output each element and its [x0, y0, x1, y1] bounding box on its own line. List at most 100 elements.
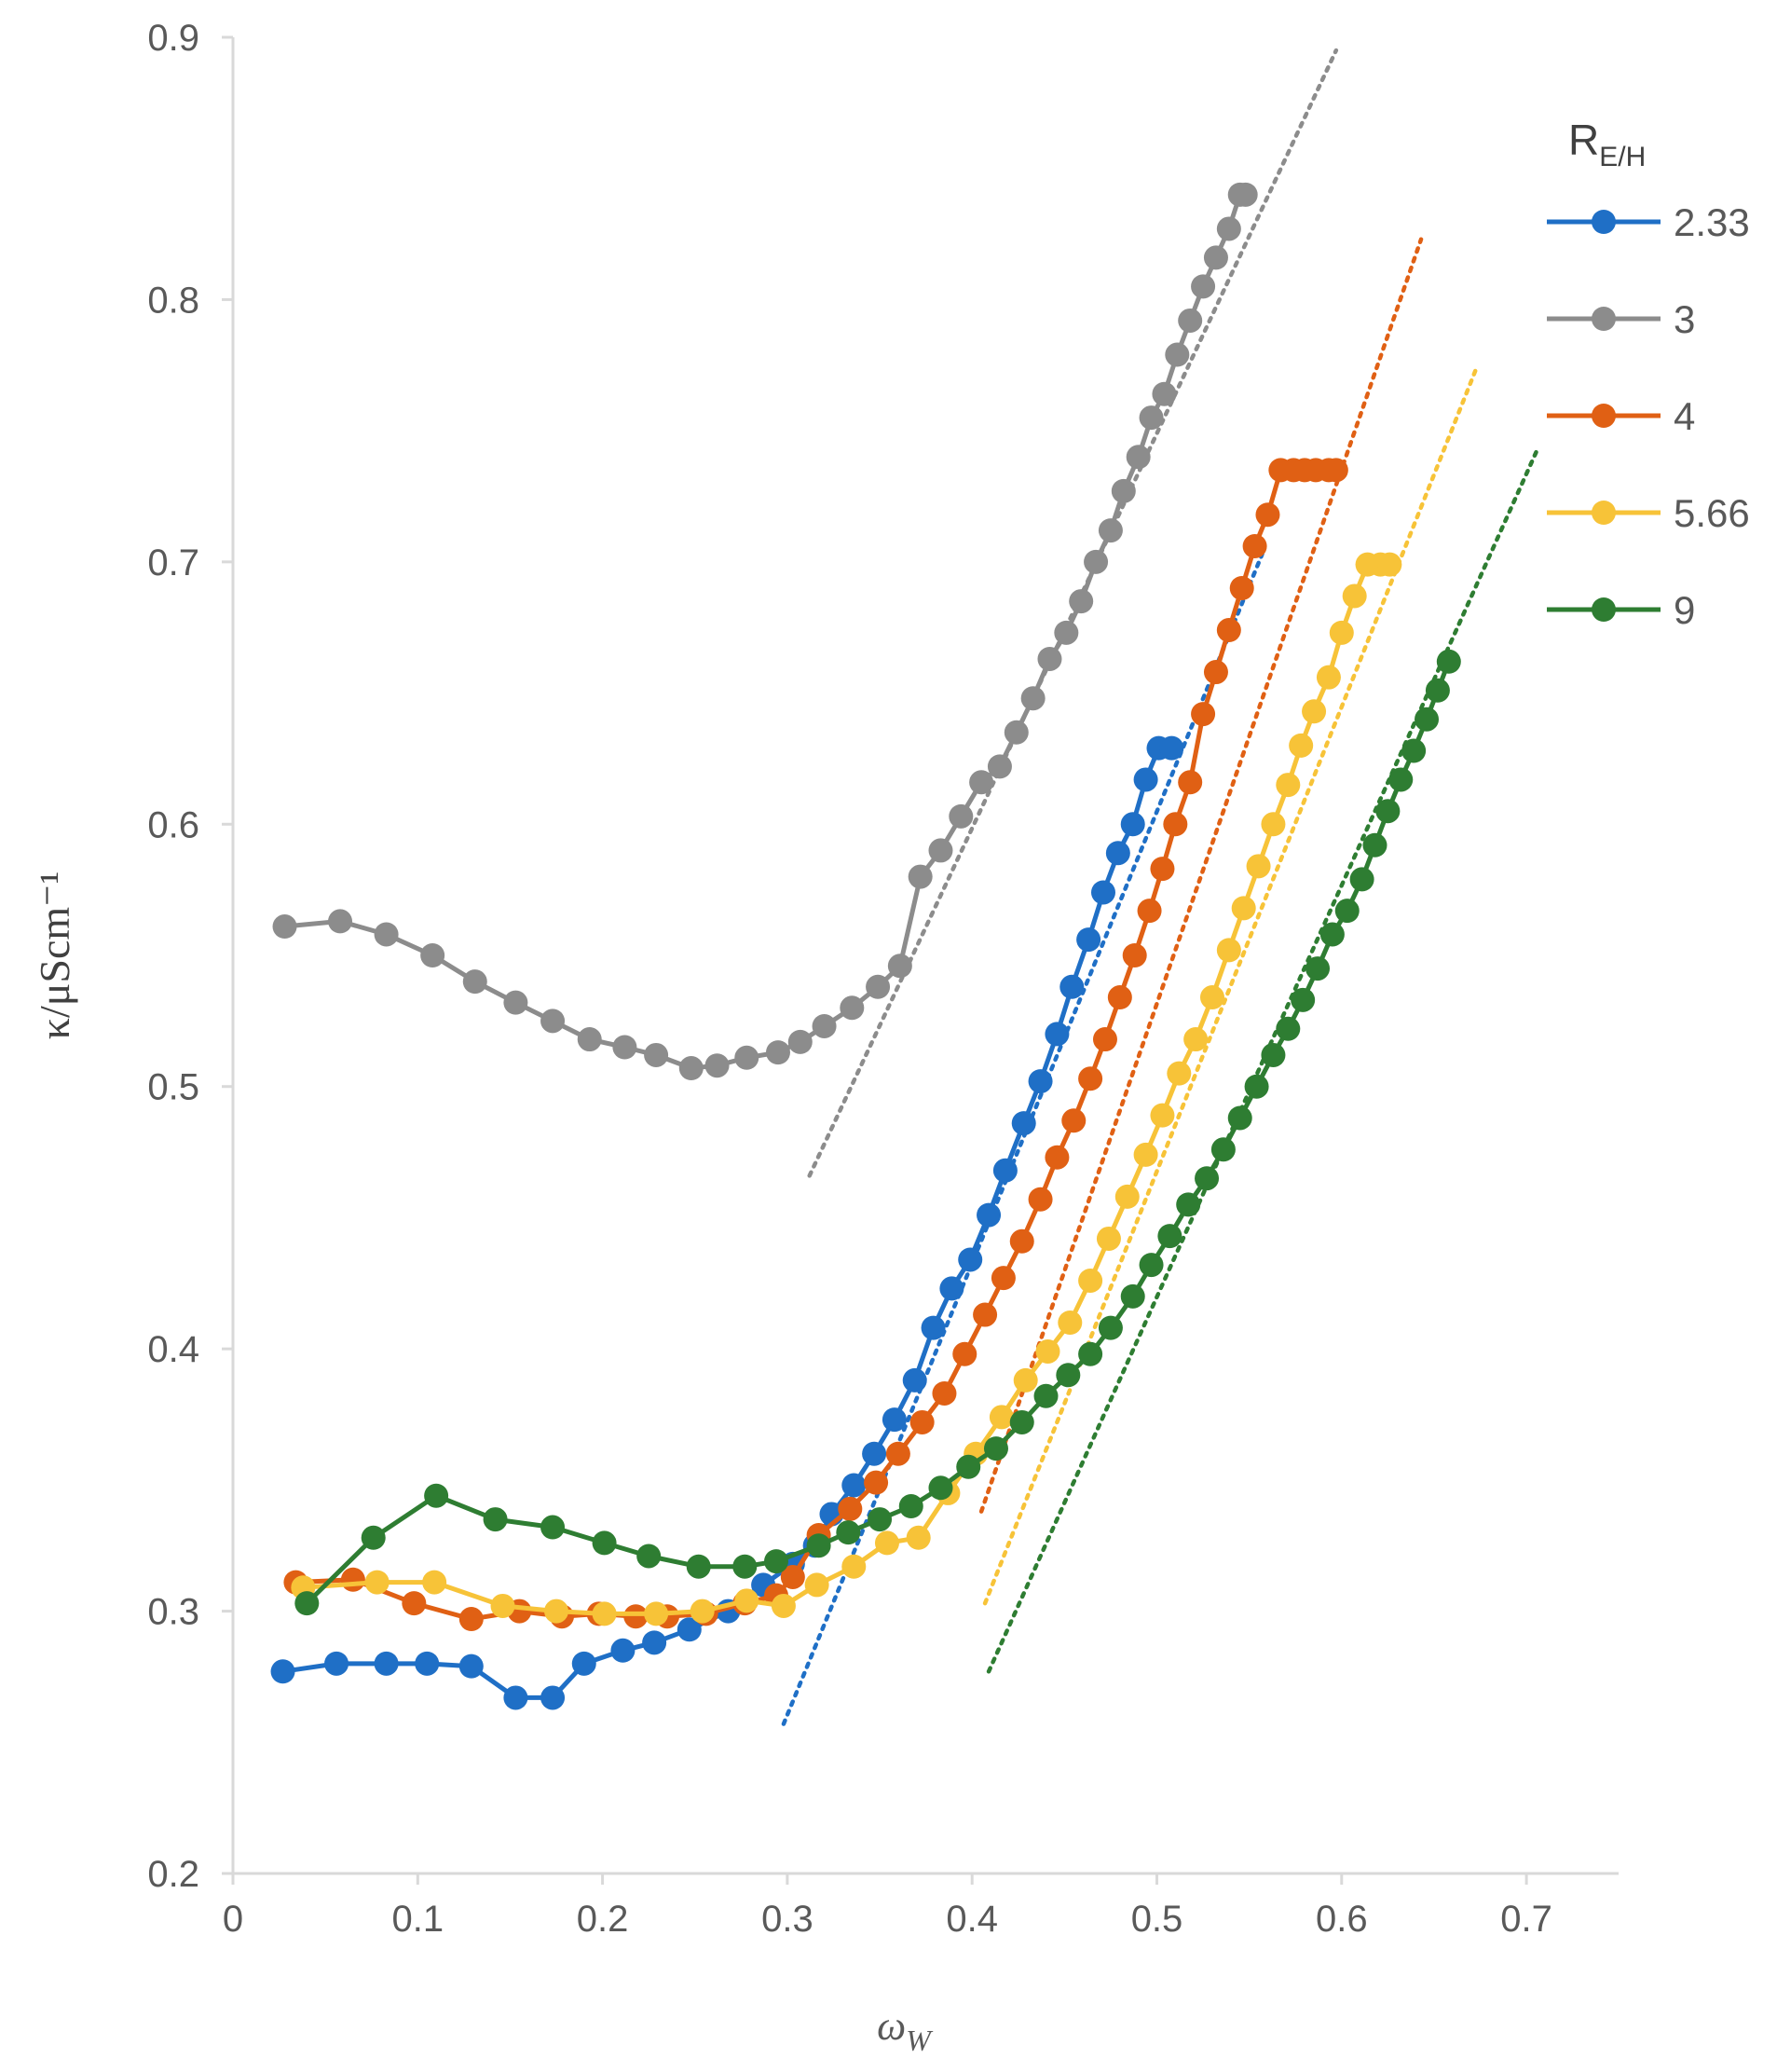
data-point: [958, 1247, 983, 1272]
data-point: [1415, 707, 1440, 732]
y-axis-label: κ/μScm⁻¹: [31, 871, 78, 1039]
x-axis-label-main: ω: [877, 2003, 906, 2049]
data-point: [1139, 405, 1164, 431]
legend-swatch-marker: [1592, 404, 1616, 428]
data-point: [787, 1029, 813, 1054]
data-point: [686, 1554, 711, 1579]
data-point: [1076, 927, 1101, 953]
data-point: [939, 1276, 964, 1301]
data-point: [806, 1533, 831, 1558]
data-point: [1289, 733, 1314, 758]
data-point: [1261, 1042, 1286, 1067]
data-point: [592, 1530, 617, 1556]
data-point: [644, 1042, 669, 1067]
legend-item: 5.66: [1547, 491, 1750, 535]
data-point: [908, 864, 933, 889]
data-point: [734, 1045, 759, 1070]
x-tick-label: 0.5: [1131, 1899, 1183, 1940]
data-point: [1004, 720, 1029, 745]
legend-label: 5.66: [1674, 491, 1750, 535]
legend-swatch-marker: [1592, 210, 1616, 234]
data-point: [1305, 956, 1331, 981]
data-point: [1152, 381, 1177, 406]
x-tick-label: 0.4: [946, 1899, 998, 1940]
data-point: [1150, 1103, 1175, 1128]
series-line: [295, 467, 1336, 1622]
data-point: [1436, 649, 1461, 674]
data-point: [902, 1367, 927, 1393]
data-point: [949, 803, 974, 829]
data-point: [1319, 922, 1345, 947]
data-point: [1362, 832, 1387, 858]
data-point: [1216, 938, 1241, 963]
y-tick-label: 0.6: [147, 804, 199, 845]
data-point: [1165, 342, 1190, 367]
data-point: [1342, 583, 1367, 609]
data-point: [956, 1454, 981, 1479]
data-point: [921, 1315, 946, 1340]
data-point: [1291, 987, 1316, 1012]
data-point: [1216, 618, 1241, 643]
x-tick-label: 0.2: [577, 1899, 629, 1940]
data-point: [1009, 1228, 1034, 1254]
data-point: [838, 1496, 863, 1521]
data-point: [1098, 1315, 1123, 1340]
data-point: [374, 922, 399, 947]
data-point: [294, 1591, 320, 1616]
data-point: [690, 1599, 715, 1624]
data-point: [1349, 867, 1374, 892]
data-point: [1229, 576, 1254, 600]
data-point: [503, 1685, 528, 1710]
data-point: [1035, 1338, 1060, 1364]
data-point: [771, 1593, 796, 1618]
y-tick-label: 0.4: [147, 1329, 199, 1370]
data-point: [862, 1441, 887, 1466]
data-point: [885, 1441, 910, 1466]
legend-swatch-marker: [1592, 597, 1616, 622]
data-point: [540, 1685, 566, 1710]
data-point: [1377, 552, 1402, 577]
data-point: [1323, 458, 1348, 483]
data-point: [1276, 773, 1301, 798]
data-point: [1114, 1184, 1140, 1209]
data-point: [324, 1651, 349, 1676]
data-point: [804, 1572, 829, 1598]
data-point: [540, 1515, 566, 1540]
data-point: [868, 1507, 893, 1532]
data-point: [1009, 1409, 1034, 1434]
data-point: [1120, 1283, 1145, 1309]
data-point: [1028, 1069, 1053, 1094]
data-point: [1092, 1027, 1117, 1052]
legend-item: 9: [1547, 588, 1695, 632]
data-point: [1126, 445, 1151, 470]
legend-item: 3: [1547, 297, 1695, 341]
data-point: [1203, 245, 1228, 270]
data-point: [1120, 812, 1145, 837]
data-point: [983, 1436, 1008, 1461]
trendline-3: [807, 48, 1339, 1178]
data-point: [1329, 620, 1354, 645]
data-point: [1137, 899, 1162, 924]
data-point: [1227, 1105, 1252, 1131]
data-point: [1107, 985, 1132, 1010]
data-point: [1056, 1363, 1081, 1388]
data-point: [734, 1588, 759, 1613]
data-point: [780, 1564, 805, 1589]
data-point: [991, 1266, 1016, 1291]
data-point: [1255, 502, 1280, 528]
data-point: [1013, 1367, 1038, 1393]
data-point: [932, 1380, 957, 1406]
data-point: [864, 1470, 889, 1495]
axes: [231, 37, 1619, 1875]
data-point: [969, 770, 994, 795]
legend-swatch-marker: [1592, 501, 1616, 525]
data-point: [415, 1651, 440, 1676]
data-point: [1195, 1166, 1220, 1191]
data-point: [992, 1158, 1018, 1183]
data-point: [836, 1520, 861, 1545]
data-point: [1054, 620, 1079, 645]
ticks: 0 0.1 0.2 0.3 0.4 0.5 0.6 0.7 0.2 0.3 0.4 0.5 0.6 0.7…: [147, 18, 1552, 1940]
x-tick-label: 0: [223, 1899, 243, 1940]
data-point: [1375, 799, 1401, 824]
data-point: [272, 914, 297, 940]
